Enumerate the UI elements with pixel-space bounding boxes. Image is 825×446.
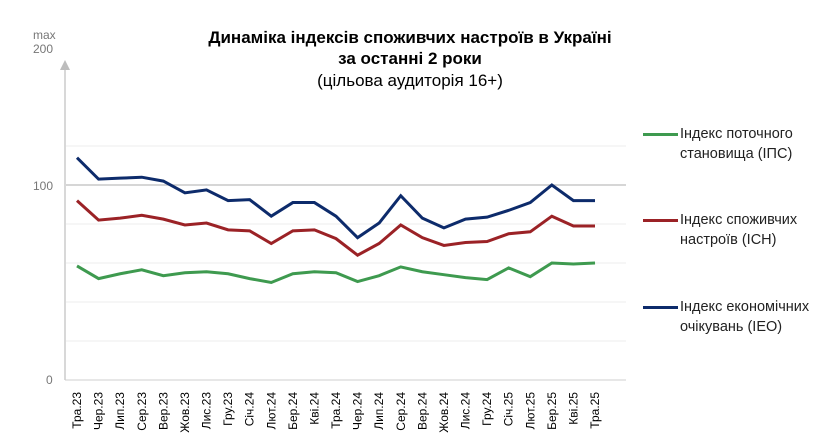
x-tick-label: Лис.24 — [459, 392, 473, 430]
y-tick-label: 0 — [46, 373, 53, 387]
x-tick-label: Кві.24 — [307, 392, 321, 425]
x-tick-label: Гру.24 — [480, 392, 494, 426]
x-tick-label: Лип.23 — [113, 392, 127, 430]
legend-swatch-ieo — [643, 306, 678, 309]
x-tick-label: Гру.23 — [221, 392, 235, 426]
x-tick-label: Бер.25 — [545, 392, 559, 430]
x-tick-label: Лют.25 — [523, 392, 537, 430]
x-tick-label: Лип.24 — [372, 392, 386, 430]
x-tick-label: Жов.24 — [437, 392, 451, 433]
x-tick-label: Бер.24 — [286, 392, 300, 430]
chart-subtitle: (цільова аудиторія 16+) — [317, 71, 503, 90]
legend-label-ieo: Індекс економічних очікувань (ІЕО) — [680, 299, 810, 335]
y-axis-arrow-icon — [60, 60, 70, 70]
x-tick-label: Вер.23 — [156, 392, 170, 430]
x-tick-label: Сер.23 — [135, 392, 149, 431]
legend-label-isn: Індекс споживчих настроїв (ІСН) — [680, 212, 798, 248]
x-tick-label: Тра.25 — [588, 392, 602, 429]
x-tick-label: Чер.23 — [92, 392, 106, 430]
series-line-2 — [75, 156, 595, 240]
chart-title-line2: за останні 2 роки — [338, 49, 482, 68]
x-tick-label: Січ.24 — [243, 392, 257, 427]
legend-item-ips: Індекс поточного становища (ІПС) — [643, 124, 810, 164]
legend-label-ips: Індекс поточного становища (ІПС) — [680, 126, 793, 162]
x-tick-label: Тра.24 — [329, 392, 343, 429]
x-tick-label: Тра.23 — [70, 392, 84, 429]
y-tick-label: 100 — [33, 179, 53, 193]
legend-item-isn: Індекс споживчих настроїв (ІСН) — [643, 210, 810, 250]
x-tick-label: Сер.24 — [394, 392, 408, 431]
legend-item-ieo: Індекс економічних очікувань (ІЕО) — [643, 297, 810, 337]
x-tick-label: Вер.24 — [415, 392, 429, 430]
x-tick-label: Січ.25 — [502, 392, 516, 427]
x-tick-label: Кві.25 — [566, 392, 580, 425]
y-tick-label: 200 — [33, 42, 53, 56]
legend-swatch-isn — [643, 219, 678, 222]
legend-swatch-ips — [643, 133, 678, 136]
x-tick-label: Лют.24 — [264, 392, 278, 430]
x-tick-label: Чер.24 — [351, 392, 365, 430]
y-max-label: max — [33, 28, 56, 42]
chart-title: Динаміка індексів споживчих настроїв в У… — [208, 28, 612, 47]
x-tick-label: Лис.23 — [200, 392, 214, 430]
x-tick-label: Жов.23 — [178, 392, 192, 433]
